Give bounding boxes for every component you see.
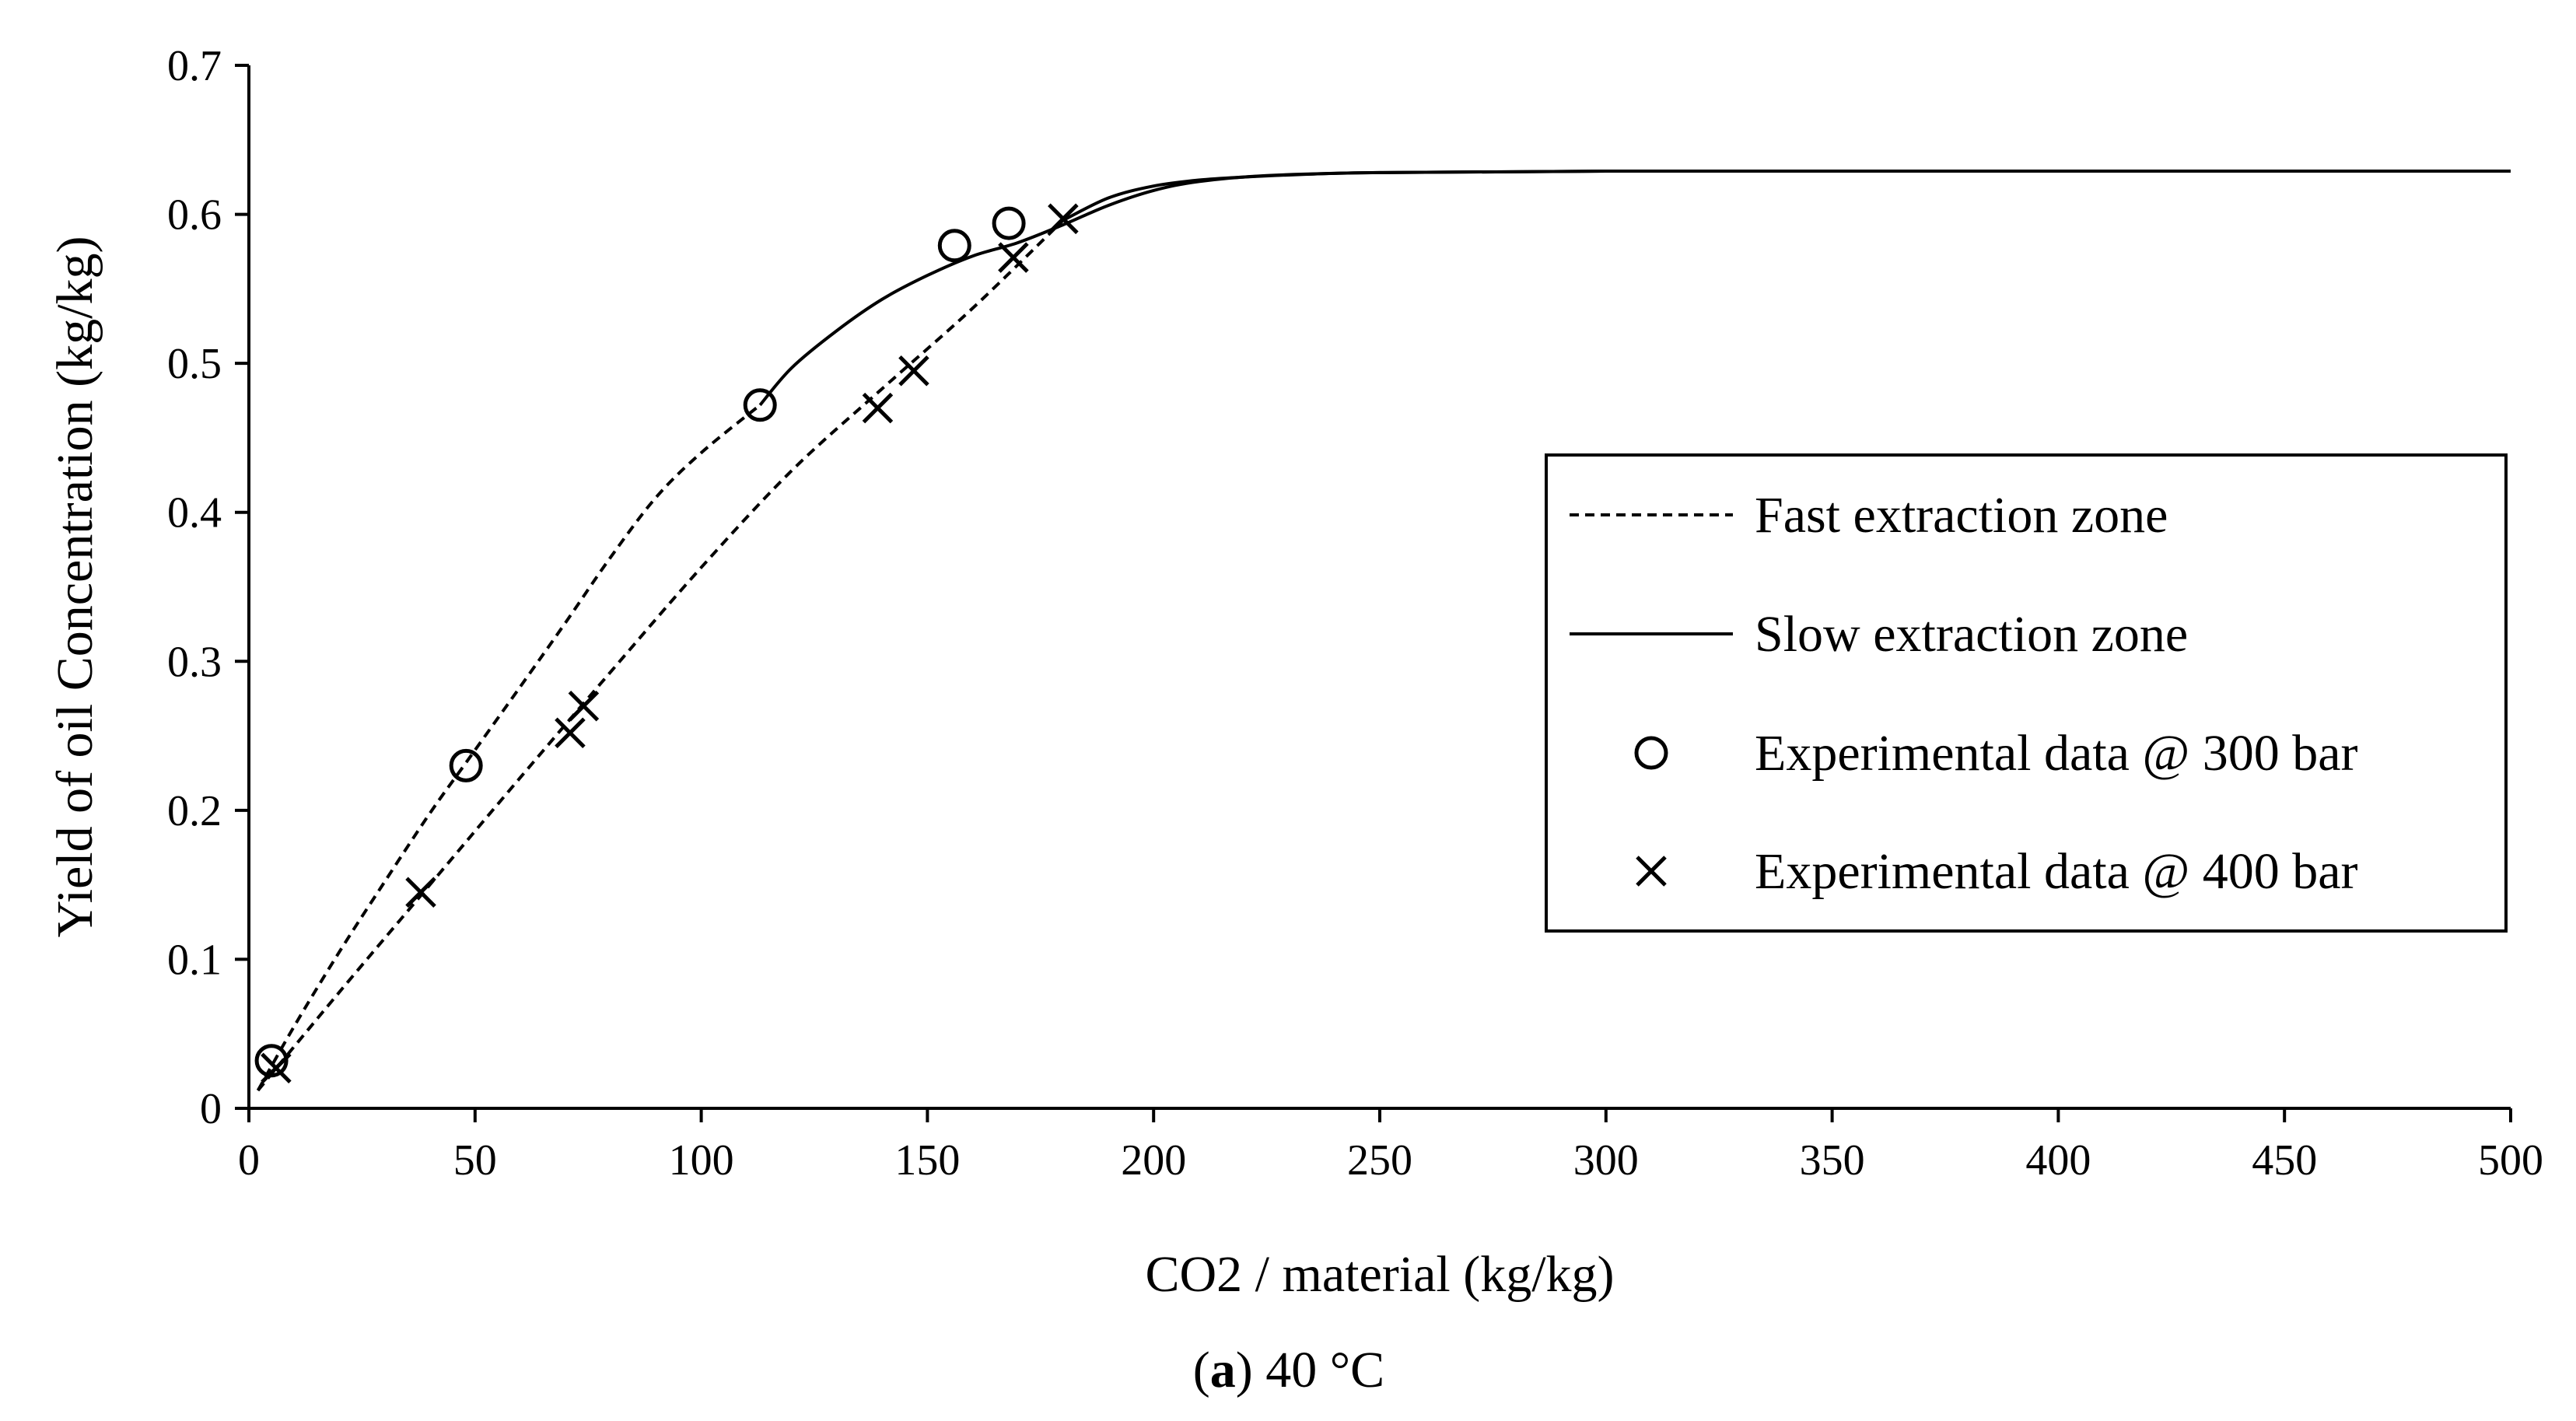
legend: Fast extraction zone Slow extraction zone… bbox=[1545, 453, 2508, 933]
data-point-400-bar bbox=[405, 877, 436, 908]
caption-suffix: ) 40 °C bbox=[1236, 1342, 1384, 1398]
legend-item: Experimental data @ 300 bar bbox=[1634, 725, 2358, 782]
x-marker-stroke bbox=[405, 877, 436, 908]
x-tick-label: 350 bbox=[1800, 1136, 1865, 1185]
x-marker-stroke bbox=[568, 690, 600, 722]
x-tick-label: 0 bbox=[238, 1136, 260, 1185]
x-marker-stroke bbox=[998, 242, 1029, 273]
legend-item: Experimental data @ 400 bar bbox=[1636, 843, 2358, 900]
data-point-300-bar bbox=[992, 206, 1026, 240]
data-point-300-bar bbox=[449, 748, 483, 782]
x-marker-stroke bbox=[1636, 856, 1667, 887]
legend-item: Slow extraction zone bbox=[1570, 606, 2188, 663]
y-tick-label: 0.5 bbox=[167, 340, 222, 388]
slow-extraction-curve bbox=[758, 169, 2511, 407]
data-point-400-bar bbox=[555, 717, 586, 749]
data-point-400-bar bbox=[862, 392, 894, 424]
y-tick-label: 0.2 bbox=[167, 787, 222, 835]
data-point-400-bar bbox=[568, 690, 600, 722]
x-axis-title: CO2 / material (kg/kg) bbox=[1145, 1246, 1614, 1303]
fast-extraction-curve bbox=[257, 219, 1065, 1092]
plot-lines bbox=[256, 169, 2511, 1092]
plot-markers bbox=[254, 203, 1079, 1084]
caption-prefix: ( bbox=[1193, 1342, 1210, 1398]
x-marker-stroke bbox=[1048, 203, 1079, 235]
x-marker-stroke bbox=[862, 392, 894, 424]
data-point-400-bar bbox=[998, 242, 1029, 273]
y-tick-label: 0 bbox=[200, 1085, 222, 1133]
x-tick-label: 250 bbox=[1347, 1136, 1412, 1185]
y-axis-title: Yield of oil Concentration (kg/kg) bbox=[47, 236, 103, 938]
data-point-400-bar bbox=[898, 355, 929, 387]
y-tick-label: 0.6 bbox=[167, 191, 222, 240]
x-tick-label: 300 bbox=[1573, 1136, 1639, 1185]
legend-label: Slow extraction zone bbox=[1755, 606, 2188, 663]
x-tick-label: 150 bbox=[894, 1136, 960, 1185]
legend-label: Experimental data @ 300 bar bbox=[1755, 725, 2358, 782]
slow-extraction-curve bbox=[1062, 169, 2511, 222]
data-point-300-bar bbox=[937, 229, 971, 263]
legend-item: Fast extraction zone bbox=[1570, 487, 2168, 544]
fast-extraction-curve bbox=[256, 404, 761, 1091]
legend-box bbox=[1545, 453, 2508, 933]
data-point-400-bar bbox=[1048, 203, 1079, 235]
caption-letter: a bbox=[1210, 1342, 1236, 1398]
y-tick-label: 0.3 bbox=[167, 638, 222, 686]
data-point-400-bar bbox=[261, 1052, 292, 1084]
y-tick-label: 0.1 bbox=[167, 936, 222, 984]
legend-x-marker-swatch bbox=[1636, 856, 1667, 887]
legend-circle-marker-swatch bbox=[1634, 736, 1668, 770]
x-tick-label: 200 bbox=[1121, 1136, 1186, 1185]
x-tick-label: 400 bbox=[2025, 1136, 2091, 1185]
x-tick-label: 100 bbox=[669, 1136, 734, 1185]
legend-label: Fast extraction zone bbox=[1755, 487, 2168, 544]
y-tick-label: 0.7 bbox=[167, 42, 222, 90]
data-point-300-bar bbox=[254, 1044, 289, 1078]
figure-caption: (a) 40 °C bbox=[1193, 1342, 1384, 1398]
x-tick-label: 50 bbox=[453, 1136, 497, 1185]
data-point-300-bar bbox=[743, 388, 777, 422]
axes: 0 50 100 150 200 250 300 350 400 450 500 0 0.1 0.2 0.3… bbox=[167, 42, 2543, 1185]
x-tick-label: 450 bbox=[2252, 1136, 2317, 1185]
x-tick-label: 500 bbox=[2478, 1136, 2543, 1185]
y-tick-label: 0.4 bbox=[167, 489, 222, 537]
x-marker-stroke bbox=[898, 355, 929, 387]
x-marker-stroke bbox=[555, 717, 586, 749]
legend-label: Experimental data @ 400 bar bbox=[1755, 843, 2358, 900]
x-marker-stroke bbox=[261, 1052, 292, 1084]
